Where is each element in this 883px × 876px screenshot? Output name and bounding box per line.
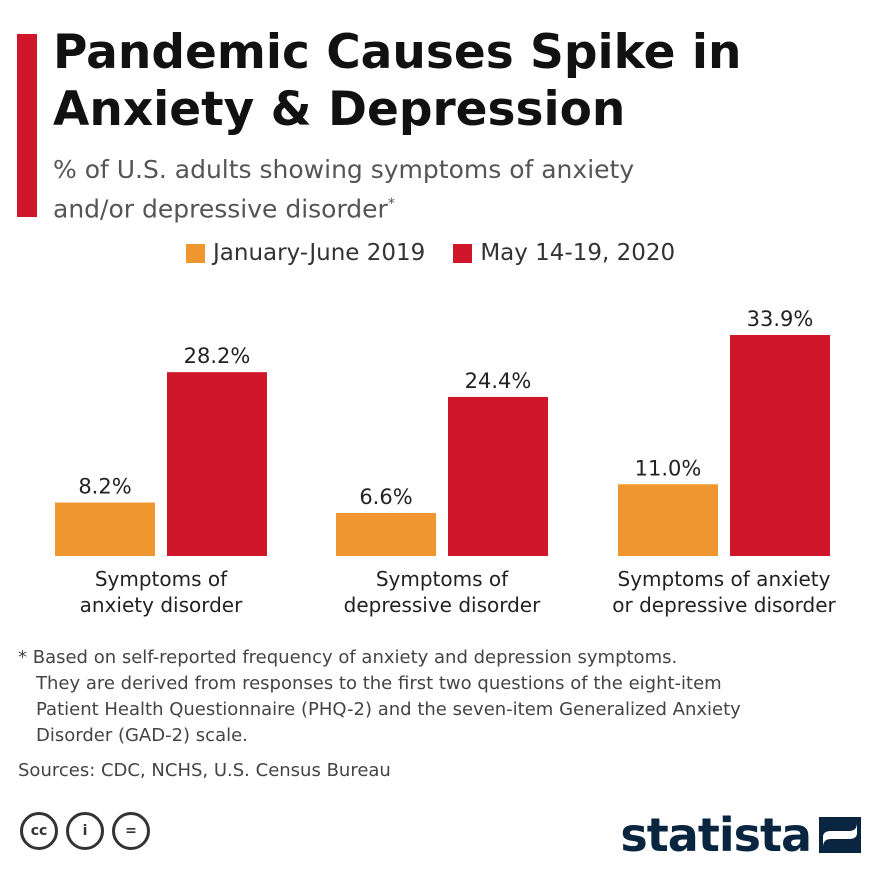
data-label-2019-2: 11.0% [635,456,702,480]
legend-swatch-2020 [453,243,473,263]
attribution-icon[interactable]: i [66,812,104,850]
category-label-2: Symptoms of anxiety or depressive disorde… [612,567,836,617]
footnote-line-2: They are derived from responses to the f… [36,673,722,694]
footnote-marker: * [387,196,395,212]
bar-2020-1 [448,396,548,556]
bar-2020-0 [167,372,267,556]
data-label-2020-2: 33.9% [747,307,814,331]
bar-2019-2 [618,484,718,556]
data-label-2020-1: 24.4% [465,369,532,393]
category-label-1: Symptoms of depressive disorder [344,567,541,617]
category-label-0-line-1: anxiety disorder [80,593,243,617]
bar-chart: 8.2%28.2%Symptoms of anxiety disorder6.6%… [55,307,837,617]
data-label-2019-0: 8.2% [78,475,131,499]
no-derivatives-icon[interactable]: = [112,812,150,850]
subtitle-line-1: % of U.S. adults showing symptoms of anx… [53,155,635,184]
data-label-2020-0: 28.2% [184,344,251,368]
data-label-2019-1: 6.6% [359,485,412,509]
chart-subtitle: % of U.S. adults showing symptoms of anx… [53,153,813,226]
footnote-line-4: Disorder (GAD-2) scale. [36,725,248,746]
category-label-1-line-0: Symptoms of [376,567,509,591]
legend-item-2020: May 14-19, 2020 [453,240,675,266]
legend-swatch-2019 [186,243,205,263]
accent-bar [17,34,37,217]
brand-name: statista [620,808,812,862]
subtitle-line-2-wrap: and/or depressive disorder* [53,187,813,226]
footnote: * Based on self-reported frequency of an… [18,645,868,749]
bar-2019-0 [55,502,155,556]
legend: January-June 2019 May 14-19, 2020 [186,240,703,266]
cc-icon[interactable]: cc [20,812,58,850]
statista-logo[interactable]: statista [620,808,861,862]
category-label-2-line-1: or depressive disorder [612,593,836,617]
legend-item-2019: January-June 2019 [186,240,425,266]
legend-label-2019: January-June 2019 [213,240,426,266]
chart-title: Pandemic Causes Spike in Anxiety & Depre… [53,24,853,138]
bar-2019-1 [336,512,436,556]
category-label-0: Symptoms of anxiety disorder [80,567,243,617]
statista-mark-icon [819,817,861,853]
footnote-line-3: Patient Health Questionnaire (PHQ-2) and… [36,699,741,720]
title-line-2: Anxiety & Depression [53,82,626,137]
category-label-2-line-0: Symptoms of anxiety [618,567,831,591]
subtitle-line-2: and/or depressive disorder [53,194,388,224]
bar-2020-2 [730,335,830,556]
license-icons: cc i = [20,812,158,850]
title-line-1: Pandemic Causes Spike in [53,25,742,80]
sources: Sources: CDC, NCHS, U.S. Census Bureau [18,760,391,781]
category-label-0-line-0: Symptoms of [95,567,228,591]
legend-label-2020: May 14-19, 2020 [480,240,676,266]
footnote-line-1: * Based on self-reported frequency of an… [18,647,678,668]
category-label-1-line-1: depressive disorder [344,593,541,617]
